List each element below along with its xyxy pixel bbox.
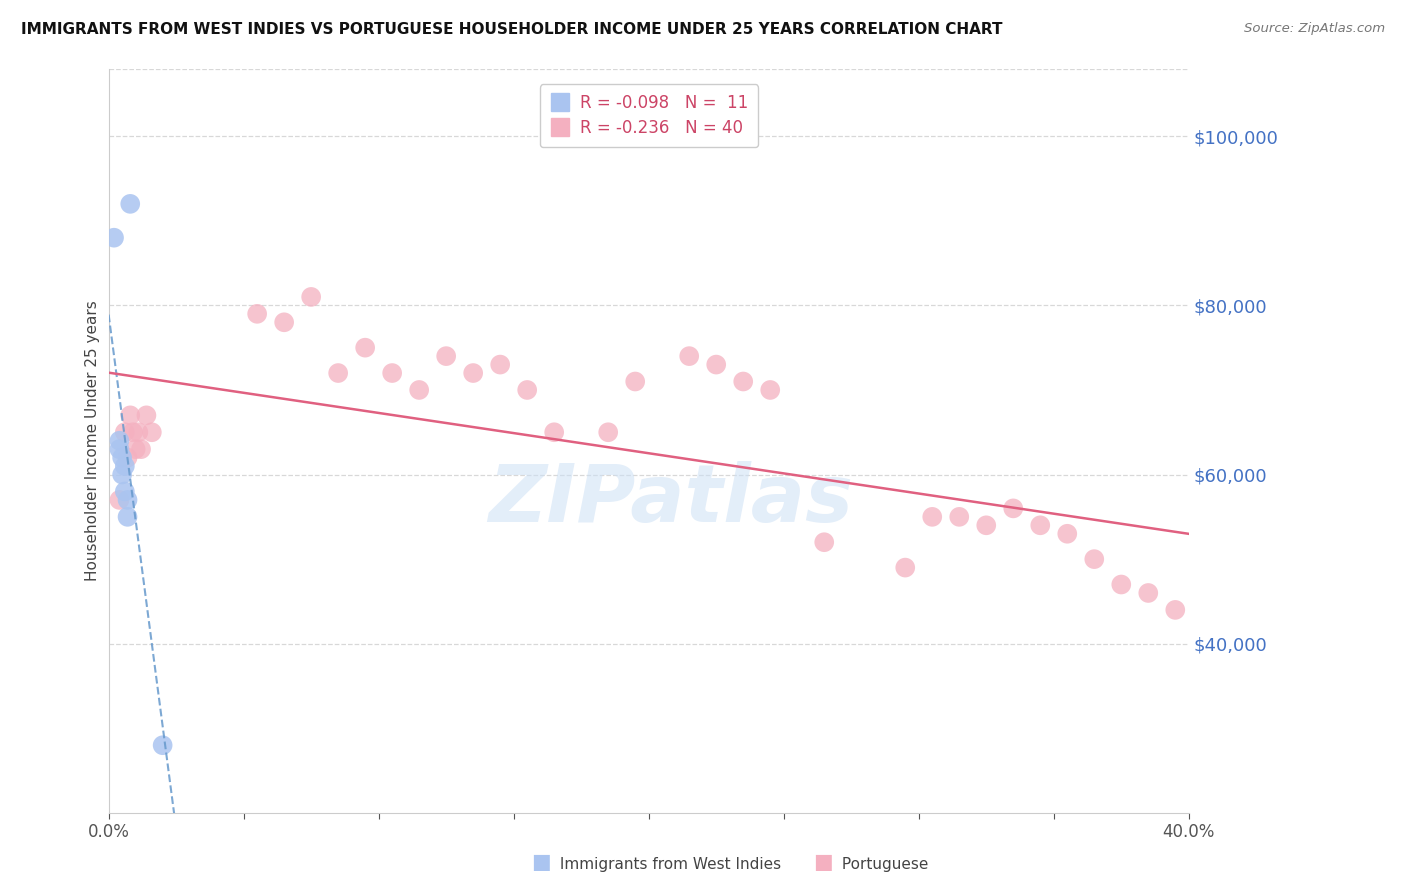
- Point: [1109, 577, 1132, 591]
- Text: Portuguese: Portuguese: [837, 857, 928, 872]
- Text: Source: ZipAtlas.com: Source: ZipAtlas.com: [1244, 22, 1385, 36]
- Point: [108, 434, 131, 448]
- Point: [463, 366, 485, 380]
- Point: [114, 484, 136, 499]
- Point: [111, 450, 134, 465]
- Point: [124, 442, 146, 457]
- Point: [127, 425, 149, 440]
- Point: [813, 535, 835, 549]
- Point: [543, 425, 565, 440]
- Point: [141, 425, 163, 440]
- Text: ZIPatlas: ZIPatlas: [488, 461, 853, 540]
- Point: [1137, 586, 1160, 600]
- Point: [108, 492, 131, 507]
- Point: [624, 375, 647, 389]
- Point: [948, 509, 970, 524]
- Point: [328, 366, 350, 380]
- Point: [117, 509, 139, 524]
- Point: [598, 425, 620, 440]
- Point: [354, 341, 377, 355]
- Point: [273, 315, 295, 329]
- Point: [1029, 518, 1052, 533]
- Point: [434, 349, 457, 363]
- Point: [1002, 501, 1025, 516]
- Point: [117, 450, 139, 465]
- Point: [152, 738, 174, 752]
- Text: ■: ■: [813, 853, 832, 872]
- Point: [1164, 603, 1187, 617]
- Point: [678, 349, 700, 363]
- Point: [108, 442, 131, 457]
- Point: [120, 409, 142, 423]
- Point: [114, 459, 136, 474]
- Point: [103, 230, 125, 244]
- Point: [974, 518, 997, 533]
- Text: ■: ■: [531, 853, 551, 872]
- Point: [135, 409, 157, 423]
- Legend: R = -0.098   N =  11, R = -0.236   N = 40: R = -0.098 N = 11, R = -0.236 N = 40: [540, 85, 758, 147]
- Point: [516, 383, 538, 397]
- Point: [129, 442, 152, 457]
- Point: [120, 197, 142, 211]
- Point: [408, 383, 430, 397]
- Text: IMMIGRANTS FROM WEST INDIES VS PORTUGUESE HOUSEHOLDER INCOME UNDER 25 YEARS CORR: IMMIGRANTS FROM WEST INDIES VS PORTUGUES…: [21, 22, 1002, 37]
- Point: [114, 425, 136, 440]
- Point: [111, 467, 134, 482]
- Point: [246, 307, 269, 321]
- Point: [122, 425, 145, 440]
- Point: [733, 375, 755, 389]
- Text: Immigrants from West Indies: Immigrants from West Indies: [555, 857, 782, 872]
- Y-axis label: Householder Income Under 25 years: Householder Income Under 25 years: [86, 301, 100, 581]
- Point: [381, 366, 404, 380]
- Point: [894, 560, 917, 574]
- Point: [489, 358, 512, 372]
- Point: [1056, 526, 1078, 541]
- Point: [117, 492, 139, 507]
- Point: [299, 290, 322, 304]
- Point: [759, 383, 782, 397]
- Point: [1083, 552, 1105, 566]
- Point: [921, 509, 943, 524]
- Point: [704, 358, 727, 372]
